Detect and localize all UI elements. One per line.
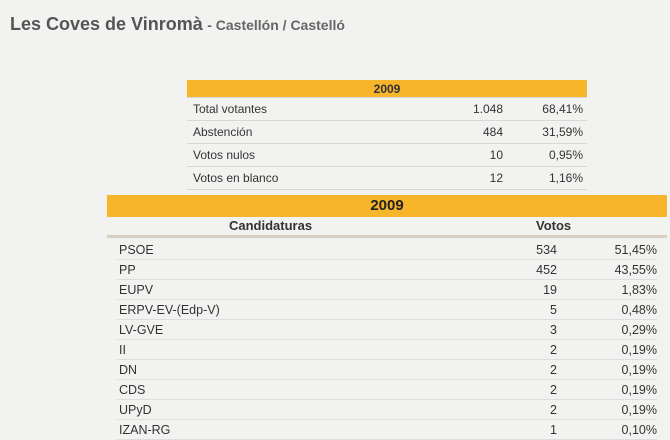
party-name: CDS xyxy=(117,379,457,400)
turnout-summary-table: 2009 Total votantes 1.048 68,41% Abstenc… xyxy=(187,80,587,190)
table-row: UPyD 2 0,19% xyxy=(117,399,657,420)
party-pct: 43,55% xyxy=(557,259,657,280)
summary-label: Abstención xyxy=(187,120,433,144)
party-pct: 0,19% xyxy=(557,379,657,400)
table-row: EUPV 19 1,83% xyxy=(117,279,657,300)
summary-row: Total votantes 1.048 68,41% xyxy=(187,97,587,121)
page-title: Les Coves de Vinromà - Castellón / Caste… xyxy=(10,14,345,35)
party-pct: 0,48% xyxy=(557,299,657,320)
column-header-candidaturas: Candidaturas xyxy=(229,218,313,233)
column-header-votos: Votos xyxy=(536,218,572,233)
party-votes: 5 xyxy=(457,299,557,320)
summary-year-header: 2009 xyxy=(187,80,587,98)
party-name: ERPV-EV-(Edp-V) xyxy=(117,299,457,320)
summary-row: Votos en blanco 12 1,16% xyxy=(187,166,587,190)
party-votes: 452 xyxy=(457,259,557,280)
party-votes: 19 xyxy=(457,279,557,300)
summary-label: Votos en blanco xyxy=(187,166,433,190)
party-name: UPyD xyxy=(117,399,457,420)
summary-row: Abstención 484 31,59% xyxy=(187,120,587,144)
summary-label: Total votantes xyxy=(187,97,433,121)
summary-pct: 1,16% xyxy=(503,166,587,190)
province-name: - Castellón / Castelló xyxy=(207,17,345,33)
summary-value: 10 xyxy=(433,143,503,167)
party-name: PP xyxy=(117,259,457,280)
table-row: CDS 2 0,19% xyxy=(117,379,657,400)
summary-pct: 31,59% xyxy=(503,120,587,144)
party-name: EUPV xyxy=(117,279,457,300)
table-row: ERPV-EV-(Edp-V) 5 0,48% xyxy=(117,299,657,320)
party-pct: 0,19% xyxy=(557,359,657,380)
party-pct: 1,83% xyxy=(557,279,657,300)
party-pct: 0,19% xyxy=(557,339,657,360)
table-row: IZAN-RG 1 0,10% xyxy=(117,419,657,440)
table-row: II 2 0,19% xyxy=(117,339,657,360)
table-row: LV-GVE 3 0,29% xyxy=(117,319,657,340)
party-votes: 2 xyxy=(457,399,557,420)
party-name: DN xyxy=(117,359,457,380)
summary-pct: 68,41% xyxy=(503,97,587,121)
table-row: PSOE 534 51,45% xyxy=(117,240,657,260)
summary-value: 484 xyxy=(433,120,503,144)
town-name: Les Coves de Vinromà xyxy=(10,14,203,34)
results-year-header: 2009 xyxy=(107,195,667,217)
summary-label: Votos nulos xyxy=(187,143,433,167)
results-column-headers: Candidaturas Votos xyxy=(107,217,667,238)
party-votes: 534 xyxy=(457,240,557,260)
summary-value: 1.048 xyxy=(433,97,503,121)
party-votes: 1 xyxy=(457,419,557,440)
party-pct: 0,29% xyxy=(557,319,657,340)
party-votes: 2 xyxy=(457,379,557,400)
results-table: PSOE 534 51,45% PP 452 43,55% EUPV 19 1,… xyxy=(117,240,657,440)
party-votes: 3 xyxy=(457,319,557,340)
table-row: PP 452 43,55% xyxy=(117,259,657,280)
party-votes: 2 xyxy=(457,359,557,380)
table-row: DN 2 0,19% xyxy=(117,359,657,380)
party-name: II xyxy=(117,339,457,360)
summary-pct: 0,95% xyxy=(503,143,587,167)
party-name: IZAN-RG xyxy=(117,419,457,440)
summary-value: 12 xyxy=(433,166,503,190)
party-name: PSOE xyxy=(117,240,457,260)
party-pct: 0,10% xyxy=(557,419,657,440)
party-name: LV-GVE xyxy=(117,319,457,340)
summary-row: Votos nulos 10 0,95% xyxy=(187,143,587,167)
party-votes: 2 xyxy=(457,339,557,360)
results-header: 2009 Candidaturas Votos xyxy=(107,195,667,238)
party-pct: 0,19% xyxy=(557,399,657,420)
party-pct: 51,45% xyxy=(557,240,657,260)
